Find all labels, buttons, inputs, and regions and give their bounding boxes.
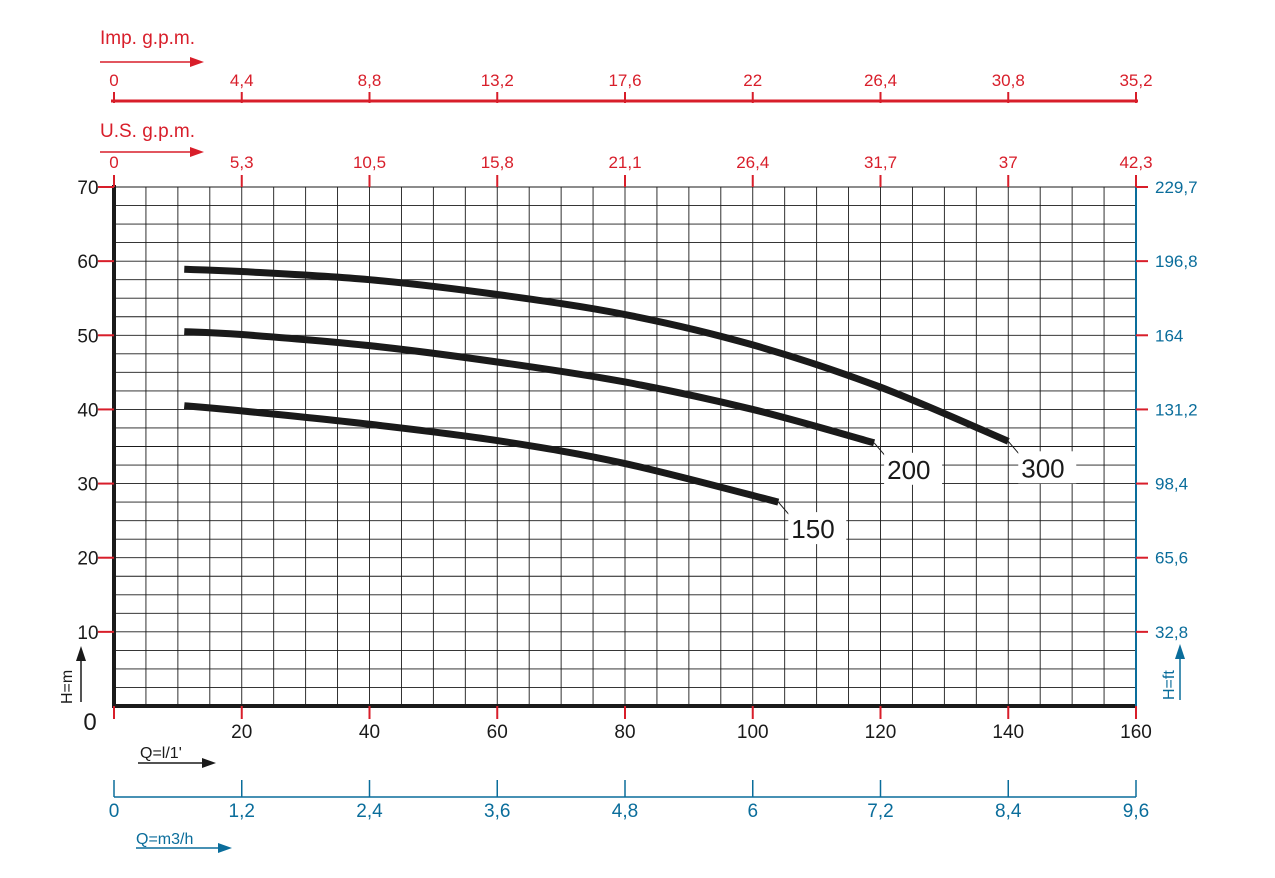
grid — [114, 186, 1137, 706]
y-axis-label: H=m — [59, 670, 76, 704]
x-axis-tick-label: 160 — [1120, 722, 1152, 743]
top-axis-us-tick-label: 31,7 — [864, 153, 897, 172]
top-axis-us-tick-label: 37 — [999, 153, 1018, 172]
top-axis-imp-tick-label: 30,8 — [992, 71, 1025, 90]
tick-labels: 0 4,4 8,8 13,2 17,6 22 26,4 30,8 35,2 0 5,3 10,5 15,… — [77, 71, 1197, 822]
top-axis-imp-tick-label: 35,2 — [1119, 71, 1152, 90]
right-axis-tick-label: 131,2 — [1155, 400, 1198, 419]
top-axis-imp-arrow-head — [190, 57, 204, 67]
top-axis-us-tick-label: 15,8 — [481, 153, 514, 172]
top-axis-us-arrow-head — [190, 147, 204, 157]
curves: 300 200 150 — [183, 265, 1077, 545]
right-axis-tick-label: 98,4 — [1155, 475, 1188, 494]
right-axis-tick-label: 32,8 — [1155, 623, 1188, 642]
top-axis-imp-label: Imp. g.p.m. — [100, 28, 195, 49]
top-axis-us-label: U.S. g.p.m. — [100, 121, 195, 142]
top-axis-imp-tick-label: 26,4 — [864, 71, 897, 90]
x-axis-tick-label: 60 — [487, 722, 508, 743]
y-axis-arrow-head — [76, 646, 86, 661]
top-axis-us-tick-label: 0 — [109, 153, 118, 172]
curve-300-label: 300 — [1021, 453, 1064, 483]
y-axis-tick-label: 20 — [77, 549, 98, 570]
curve-150-label-bg — [788, 512, 847, 545]
top-axis-imp-tick-label: 17,6 — [608, 71, 641, 90]
top-axis-us-tick-label: 10,5 — [353, 153, 386, 172]
x-axis-tick-label: 140 — [992, 722, 1024, 743]
x-axis-tick-label: 80 — [614, 722, 635, 743]
bottom-axis-m3h-tick-label: 4,8 — [612, 801, 638, 822]
y-axis-tick-label: 10 — [77, 623, 98, 644]
bottom-axis-m3h-tick-label: 0 — [109, 801, 120, 822]
bottom-axis-m3h-tick-label: 6 — [747, 801, 758, 822]
bottom-axis-m3h-tick-label: 8,4 — [995, 801, 1022, 822]
right-axis-tick-label: 196,8 — [1155, 252, 1198, 271]
bottom-axis-m3h-tick-label: 9,6 — [1123, 801, 1149, 822]
axes — [76, 57, 1185, 853]
y-axis-tick-label: 70 — [77, 178, 98, 199]
top-axis-imp-tick-label: 13,2 — [481, 71, 514, 90]
bottom-axis-m3h-tick-label: 3,6 — [484, 801, 510, 822]
y-axis-tick-label: 60 — [77, 252, 98, 273]
y-axis-tick-label: 40 — [77, 400, 98, 421]
right-axis-label: H=ft — [1161, 670, 1178, 700]
x-axis-label: Q=l/1' — [140, 745, 182, 762]
curve-150 — [183, 402, 780, 506]
bottom-axis-m3h-tick-label: 7,2 — [867, 801, 893, 822]
x-axis-tick-label: 20 — [231, 722, 252, 743]
curve-150-label: 150 — [791, 514, 834, 544]
top-axis-us-tick-label: 42,3 — [1119, 153, 1152, 172]
x-axis-arrow-head — [202, 758, 216, 768]
curve-300 — [184, 265, 1010, 445]
bottom-axis-m3h-tick-label: 1,2 — [229, 801, 255, 822]
right-axis-tick-label: 229,7 — [1155, 178, 1198, 197]
bottom-axis-m3h-label: Q=m3/h — [136, 831, 193, 848]
top-axis-imp-tick-label: 4,4 — [230, 71, 254, 90]
bottom-axis-m3h-arrow-head — [218, 843, 232, 853]
curve-300-label-bg — [1018, 451, 1077, 484]
top-axis-imp-tick-label: 22 — [743, 71, 762, 90]
x-axis-tick-label: 100 — [737, 722, 769, 743]
top-axis-imp-tick-label: 8,8 — [358, 71, 382, 90]
top-axis-us-tick-label: 21,1 — [608, 153, 641, 172]
top-axis-imp-tick-label: 0 — [109, 71, 118, 90]
x-axis-tick-label: 120 — [865, 722, 897, 743]
right-axis-tick-label: 65,6 — [1155, 549, 1188, 568]
y-axis-tick-label: 30 — [77, 475, 98, 496]
bottom-axis-m3h-tick-label: 2,4 — [356, 801, 383, 822]
top-axis-us-tick-label: 5,3 — [230, 153, 254, 172]
curve-200 — [184, 328, 876, 447]
x-axis-tick-label: 40 — [359, 722, 380, 743]
curve-200-label: 200 — [887, 455, 930, 485]
top-axis-us-tick-label: 26,4 — [736, 153, 769, 172]
right-axis-arrow-head — [1175, 644, 1185, 659]
right-axis-tick-label: 164 — [1155, 326, 1183, 345]
curve-200-label-bg — [884, 452, 943, 485]
y-axis-tick-label: 50 — [77, 326, 98, 347]
y-axis-tick-label: 0 — [83, 709, 96, 736]
